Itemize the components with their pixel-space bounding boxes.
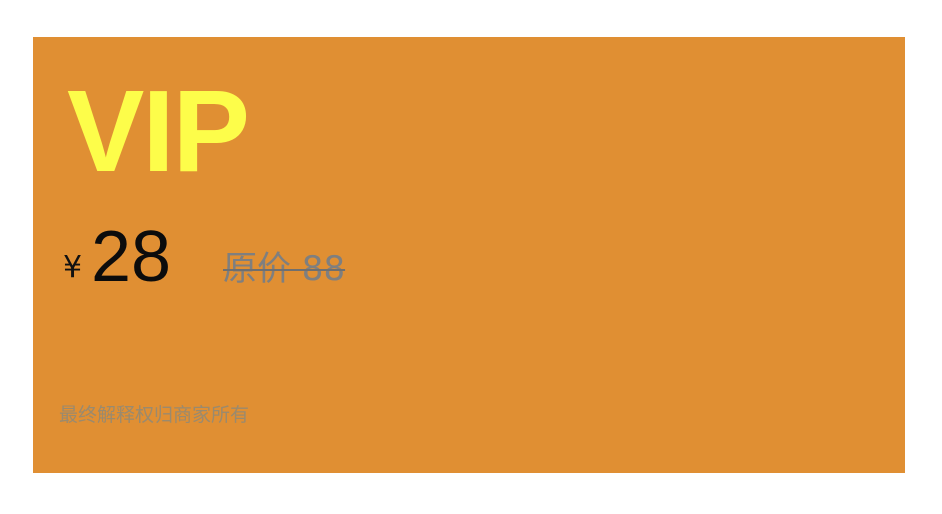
original-price: 原价 88 <box>223 249 346 289</box>
vip-coupon-card[interactable]: VIP ¥ 28 原价 88 最终解释权归商家所有 <box>33 37 905 473</box>
current-price: 28 <box>91 217 172 297</box>
disclaimer-text: 最终解释权归商家所有 <box>59 404 250 426</box>
currency-symbol: ¥ <box>63 250 83 285</box>
vip-title: VIP <box>67 66 250 196</box>
